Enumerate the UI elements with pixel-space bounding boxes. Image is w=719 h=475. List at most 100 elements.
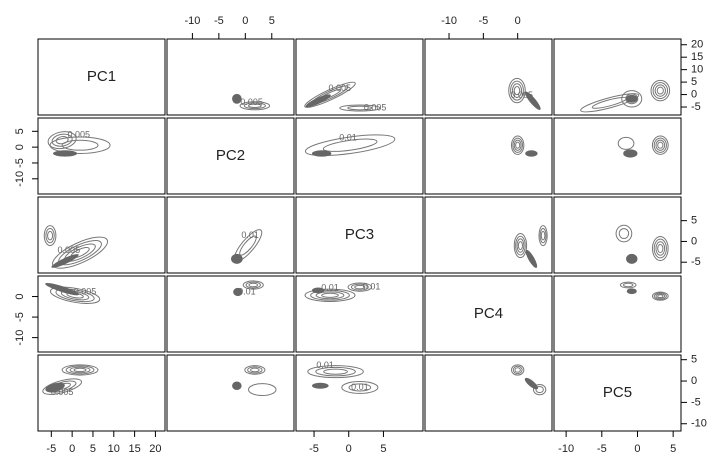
contour-ring bbox=[512, 365, 523, 375]
panel-frame bbox=[553, 117, 682, 195]
contour-ring bbox=[657, 141, 664, 149]
contour-ring bbox=[651, 235, 669, 262]
contour-ring bbox=[43, 225, 57, 247]
x-tick-label: -5 bbox=[214, 15, 224, 27]
point-cluster bbox=[311, 382, 329, 389]
x-tick-label: 5 bbox=[670, 443, 676, 455]
y-tick-label: 15 bbox=[691, 51, 703, 63]
y-tick-label: 5 bbox=[691, 76, 697, 88]
y-tick-label: -5 bbox=[14, 158, 26, 168]
contour-ring bbox=[621, 90, 643, 108]
contour-ring bbox=[540, 230, 546, 241]
y-tick-label: -10 bbox=[14, 171, 26, 187]
contour-ring bbox=[618, 228, 630, 240]
point-cluster bbox=[311, 287, 325, 294]
contour-ring bbox=[516, 238, 525, 253]
x-tick-label: 0 bbox=[242, 15, 248, 27]
contour-ring bbox=[653, 292, 667, 300]
contour-ring bbox=[617, 136, 635, 150]
contour-ring bbox=[73, 367, 87, 373]
contour-ring bbox=[247, 103, 262, 108]
contour-ring bbox=[656, 86, 664, 95]
contour-ring bbox=[651, 135, 669, 155]
contour-label: 0.005 bbox=[240, 97, 263, 107]
x-tick-label: 5 bbox=[269, 15, 275, 27]
x-tick-label: 0 bbox=[515, 15, 521, 27]
contour-label: 0.01 bbox=[339, 133, 357, 143]
panel-frame bbox=[424, 354, 553, 432]
panel-frame bbox=[37, 117, 166, 195]
contour-ring bbox=[535, 386, 544, 394]
contour-label: 0.01 bbox=[238, 286, 256, 296]
panel-frame bbox=[553, 196, 682, 274]
contour-ring bbox=[242, 280, 264, 290]
contour-ring bbox=[323, 368, 348, 375]
contour-ring bbox=[65, 365, 95, 375]
y-tick-label: -5 bbox=[691, 396, 701, 408]
y-tick-label: -10 bbox=[14, 330, 26, 346]
contour-ring bbox=[60, 290, 90, 301]
contour-ring bbox=[341, 380, 379, 394]
panel-frame bbox=[295, 117, 424, 195]
contour-ring bbox=[515, 235, 526, 256]
contour-ring bbox=[310, 290, 350, 301]
contour-ring bbox=[322, 138, 378, 152]
y-tick-label: -5 bbox=[691, 101, 701, 113]
contour-label: 0.005 bbox=[51, 387, 74, 397]
point-cluster bbox=[626, 94, 638, 103]
x-tick-label: 10 bbox=[108, 443, 120, 455]
point-cluster bbox=[525, 150, 538, 157]
point-cluster bbox=[311, 150, 332, 157]
contour-ring bbox=[239, 101, 271, 111]
contour-ring bbox=[532, 383, 547, 396]
contour-label: 0.01 bbox=[351, 382, 369, 392]
contour-ring bbox=[321, 292, 339, 298]
y-tick-label: -5 bbox=[691, 256, 701, 268]
contour-ring bbox=[347, 282, 373, 292]
y-tick-label: 0 bbox=[691, 375, 697, 387]
y-tick-label: -5 bbox=[14, 312, 26, 322]
contour-label: 0.01 bbox=[363, 281, 381, 291]
point-cluster bbox=[52, 150, 78, 157]
contour-ring bbox=[248, 282, 259, 288]
contour-ring bbox=[49, 286, 101, 304]
y-tick-label: 20 bbox=[691, 39, 703, 51]
point-cluster bbox=[51, 254, 79, 268]
x-tick-label: -5 bbox=[478, 15, 488, 27]
contour-ring bbox=[42, 378, 83, 395]
contour-ring bbox=[245, 281, 261, 289]
contour-ring bbox=[654, 84, 666, 97]
contour-ring bbox=[651, 291, 669, 301]
contour-ring bbox=[515, 141, 521, 149]
contour-label: 0.01 bbox=[316, 360, 334, 370]
contour-ring bbox=[512, 137, 523, 153]
y-tick-label: 10 bbox=[691, 64, 703, 76]
contour-ring bbox=[55, 288, 95, 303]
contour-ring bbox=[539, 228, 547, 244]
variable-name: PC3 bbox=[345, 226, 374, 243]
x-tick-label: -10 bbox=[441, 15, 457, 27]
contour-ring bbox=[653, 238, 667, 259]
x-tick-label: 5 bbox=[90, 443, 96, 455]
contour-ring bbox=[304, 81, 356, 108]
y-tick-label: 0 bbox=[691, 88, 697, 100]
x-tick-label: -10 bbox=[558, 443, 574, 455]
contour-label: 0.005 bbox=[511, 90, 534, 100]
panel-frame bbox=[166, 275, 295, 353]
variable-name: PC2 bbox=[216, 147, 245, 164]
contour-ring bbox=[657, 243, 664, 254]
contour-ring bbox=[655, 293, 666, 299]
panel-frame bbox=[166, 117, 295, 195]
y-tick-label: 5 bbox=[691, 354, 697, 366]
contour-ring bbox=[510, 135, 525, 155]
x-tick-label: -5 bbox=[597, 443, 607, 455]
point-cluster bbox=[231, 253, 243, 264]
contour-ring bbox=[514, 367, 521, 373]
contour-ring bbox=[650, 79, 671, 102]
x-tick-label: -10 bbox=[184, 15, 200, 27]
point-cluster bbox=[233, 287, 243, 297]
contour-ring bbox=[538, 225, 548, 247]
panel-frame bbox=[424, 196, 553, 274]
point-cluster bbox=[45, 282, 80, 296]
